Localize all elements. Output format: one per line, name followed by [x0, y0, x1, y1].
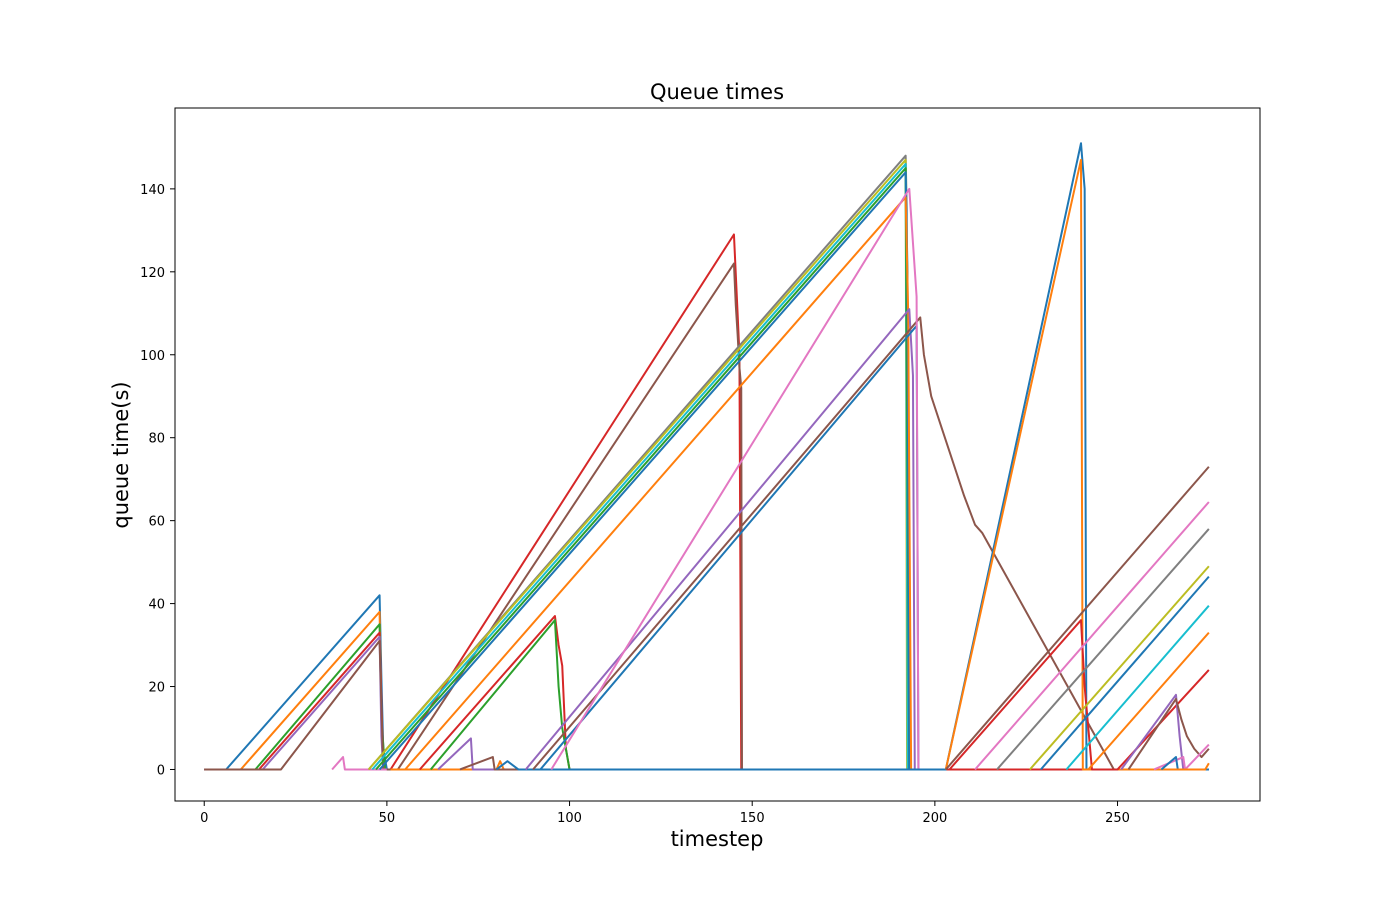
series-line-34 [1065, 605, 1210, 771]
series-line-29 [948, 619, 1210, 771]
y-tick-label: 20 [148, 681, 165, 696]
chart-title: Queue times [650, 80, 784, 104]
x-axis-label: timestep [671, 827, 764, 851]
y-tick-label: 40 [148, 598, 165, 613]
y-tick-label: 0 [157, 763, 165, 778]
series-line-27 [944, 158, 1209, 771]
y-tick-label: 100 [140, 349, 165, 364]
y-tick-label: 60 [148, 515, 165, 530]
series-line-35 [1087, 631, 1210, 771]
x-tick-label: 0 [200, 811, 208, 826]
y-tick-label: 80 [148, 432, 165, 447]
series-line-21 [495, 760, 570, 771]
series-line-9 [386, 262, 1209, 771]
series-line-30 [974, 501, 1210, 771]
series-line-7 [331, 756, 387, 771]
series-line-20 [459, 756, 519, 771]
series-line-32 [1029, 565, 1210, 771]
y-axis-label: queue time(s) [109, 381, 133, 528]
x-tick-label: 150 [740, 811, 765, 826]
x-tick-label: 250 [1105, 811, 1130, 826]
series-line-31 [996, 528, 1210, 771]
series-line-40 [1175, 762, 1210, 771]
series-layer [204, 142, 1210, 771]
x-tick-layer: 0 50 100 150 200 250 [200, 801, 1130, 826]
series-line-28 [945, 466, 1210, 771]
series-line-33 [1040, 575, 1210, 771]
y-tick-label: 140 [140, 183, 165, 198]
x-tick-label: 200 [922, 811, 947, 826]
series-line-37 [1127, 697, 1210, 771]
x-tick-label: 50 [379, 811, 396, 826]
series-line-19 [437, 737, 504, 771]
y-tick-layer: 0 20 40 60 80 100 120 140 [140, 183, 175, 778]
x-tick-label: 100 [557, 811, 582, 826]
series-line-23 [532, 316, 1209, 771]
axes-frame [174, 107, 1261, 802]
y-tick-label: 120 [140, 266, 165, 281]
